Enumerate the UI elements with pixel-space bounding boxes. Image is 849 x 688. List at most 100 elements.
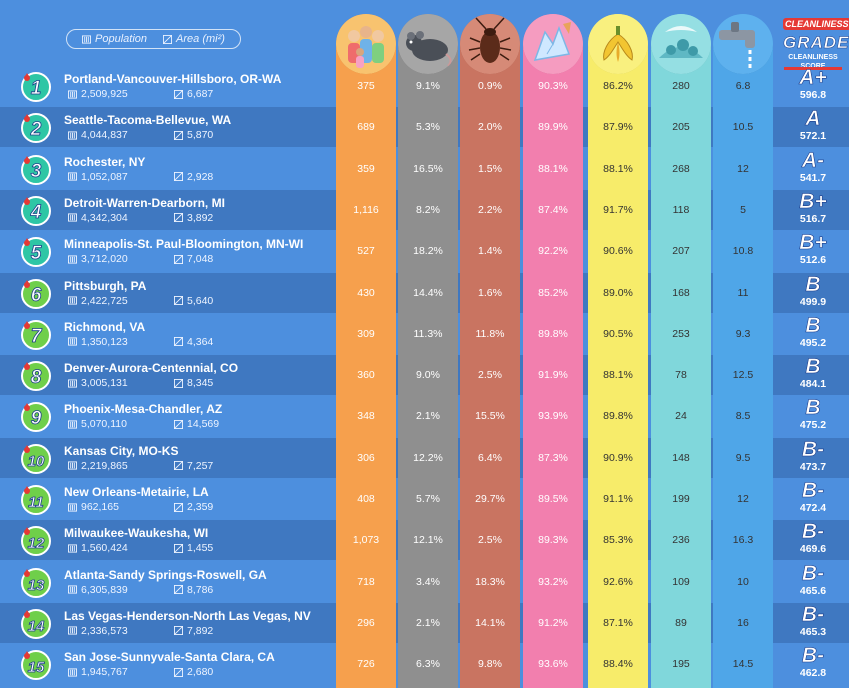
- area-icon: [174, 89, 183, 99]
- metric-cell: 1,116: [353, 203, 379, 216]
- metro-area: 3,892: [174, 212, 213, 224]
- metric-cell: 726: [357, 658, 375, 671]
- metric-cell: 118: [672, 203, 690, 216]
- metric-cell: 359: [357, 162, 375, 175]
- cleanliness-score: 469.6: [799, 543, 827, 556]
- metro-area: 8,786: [174, 584, 213, 596]
- metric-cell: 309: [357, 327, 375, 340]
- metric-cell: 199: [672, 493, 690, 505]
- metric-cell: 24: [675, 410, 687, 423]
- grade-header: CLEANLINESS GRADE CLEANLINESS SCORE: [783, 14, 849, 71]
- population-value: 1,350,123: [81, 335, 128, 348]
- column-broken-glass-bg: [523, 14, 583, 688]
- metric-cell: 9.3: [735, 327, 751, 340]
- grade-letter: B-: [801, 644, 825, 668]
- column-cockroach-bg: [460, 14, 520, 688]
- rank-badge: 14: [18, 607, 54, 639]
- metro-population: 1,350,123: [68, 336, 128, 348]
- metro-name: Minneapolis-St. Paul-Bloomington, MN-WI: [64, 237, 304, 252]
- metro-area: 2,928: [174, 171, 213, 183]
- metric-cell: 89: [675, 616, 687, 629]
- metric-cell: 360: [357, 369, 375, 382]
- faucet-icon: [713, 14, 773, 74]
- metro-name: Atlanta-Sandy Springs-Roswell, GA: [64, 567, 267, 582]
- grade-letter: B-: [801, 520, 825, 544]
- legend-population-label: Population: [95, 33, 148, 45]
- area-value: 5,640: [187, 294, 214, 307]
- metro-population: 4,044,837: [68, 129, 128, 141]
- area-icon: [174, 667, 183, 677]
- metric-cell: 430: [357, 286, 375, 299]
- population-icon: [68, 420, 77, 429]
- metric-cell: 90.5%: [603, 327, 633, 340]
- banana-peel-icon: [588, 14, 648, 74]
- svg-text:10: 10: [28, 453, 45, 470]
- rank-badge: 1: [18, 70, 54, 102]
- metric-cell: 16: [737, 616, 749, 629]
- metro-name: Las Vegas-Henderson-North Las Vegas, NV: [64, 608, 311, 623]
- cockroach-icon: [460, 14, 520, 74]
- metro-population: 1,945,767: [68, 666, 128, 678]
- population-value: 2,336,573: [81, 624, 128, 637]
- metro-area: 1,455: [174, 542, 213, 554]
- metric-cell: 268: [672, 162, 690, 175]
- grade-letter: B: [805, 396, 821, 420]
- area-value: 6,687: [187, 88, 214, 100]
- metric-cell: 5.3%: [416, 121, 440, 134]
- rank-badge: 6: [18, 277, 54, 309]
- metric-cell: 89.9%: [538, 121, 568, 134]
- metro-name: Milwaukee-Waukesha, WI: [64, 526, 209, 541]
- svg-text:7: 7: [31, 326, 43, 347]
- metro-name: New Orleans-Metairie, LA: [64, 485, 209, 499]
- area-value: 2,928: [187, 170, 214, 183]
- metro-population: 1,560,424: [68, 542, 128, 554]
- metric-cell: 16.3: [732, 534, 754, 547]
- grade-letter: B-: [801, 561, 825, 585]
- population-icon: [68, 131, 77, 140]
- legend: Population Area (mi²): [66, 29, 241, 49]
- rat-icon: [398, 14, 458, 74]
- metric-cell: 91.2%: [538, 616, 568, 629]
- metric-cell: 1.4%: [478, 245, 502, 258]
- metric-cell: 2.0%: [478, 121, 502, 134]
- population-icon: [82, 34, 92, 44]
- population-icon: [68, 544, 77, 553]
- cleanliness-score: 473.7: [799, 460, 827, 473]
- metro-population: 1,052,087: [68, 171, 128, 183]
- population-value: 1,052,087: [81, 170, 128, 183]
- metric-cell: 6.3%: [416, 658, 440, 671]
- metric-cell: 8.2%: [416, 203, 440, 216]
- rank-badge: 8: [18, 359, 54, 392]
- metro-name: Seattle-Tacoma-Bellevue, WA: [64, 113, 232, 128]
- rank-badge: 10: [18, 442, 54, 474]
- grade-header-line2: GRADE: [783, 33, 849, 53]
- metric-cell: 9.5: [735, 451, 751, 464]
- cleanliness-score: 465.6: [799, 584, 827, 597]
- metric-cell: 0.9%: [478, 80, 502, 92]
- grade-letter: A: [805, 107, 821, 131]
- metro-population: 6,305,839: [68, 584, 128, 596]
- metric-cell: 109: [672, 575, 690, 588]
- area-value: 8,786: [187, 583, 214, 596]
- metric-cell: 10.8: [732, 245, 754, 258]
- grade-letter: B+: [799, 189, 827, 213]
- trash-pile-icon: [651, 14, 711, 74]
- grade-letter: B-: [801, 437, 825, 461]
- metro-area: 14,569: [174, 418, 219, 430]
- broken-glass-icon: [523, 14, 583, 74]
- population-value: 6,305,839: [81, 583, 128, 596]
- metric-cell: 14.5: [732, 658, 754, 671]
- metric-cell: 9.0%: [416, 369, 440, 382]
- legend-area-label: Area (mi²): [176, 33, 225, 45]
- population-icon: [68, 213, 77, 222]
- metric-cell: 89.3%: [538, 534, 568, 547]
- population-icon: [68, 668, 77, 677]
- metric-cell: 1.6%: [478, 286, 502, 299]
- cleanliness-score: 495.2: [799, 336, 827, 349]
- population-icon: [68, 172, 77, 181]
- svg-text:6: 6: [31, 285, 42, 306]
- metro-population: 962,165: [68, 501, 119, 513]
- metric-cell: 89.0%: [603, 286, 633, 299]
- metric-cell: 89.8%: [538, 327, 568, 340]
